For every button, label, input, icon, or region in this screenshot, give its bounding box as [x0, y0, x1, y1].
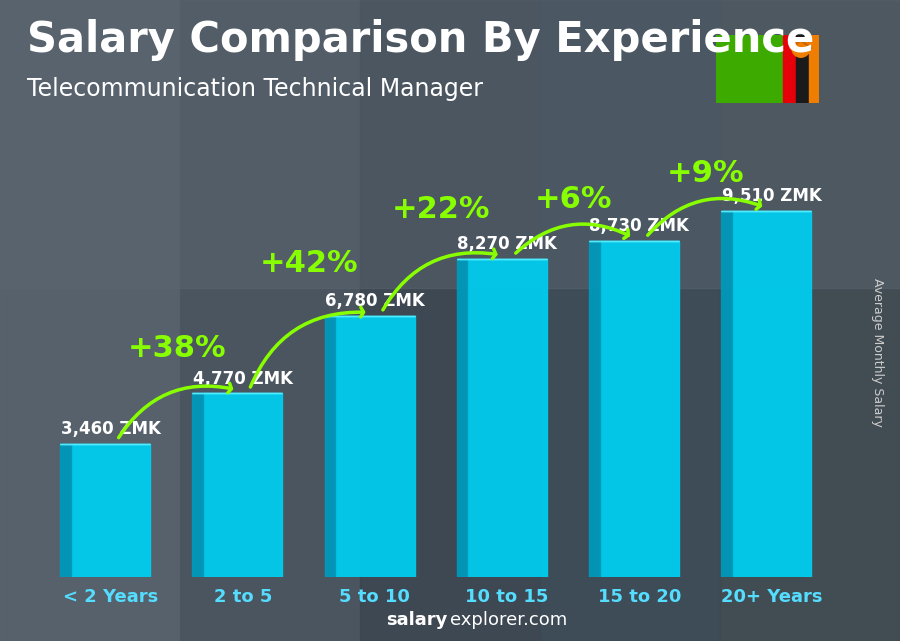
Text: explorer.com: explorer.com [450, 612, 567, 629]
Text: salary: salary [386, 612, 447, 629]
Text: +6%: +6% [535, 185, 612, 214]
Text: 9,510 ZMK: 9,510 ZMK [722, 187, 822, 205]
Bar [796, 35, 808, 103]
Bar [467, 259, 547, 577]
Bar [203, 394, 283, 577]
Text: 6,780 ZMK: 6,780 ZMK [325, 292, 425, 310]
Bar [732, 211, 811, 577]
Bar [808, 35, 819, 103]
Text: +9%: +9% [667, 159, 744, 188]
Bar [599, 241, 679, 577]
Bar [71, 444, 150, 577]
Circle shape [792, 39, 810, 57]
Text: 3,460 ZMK: 3,460 ZMK [60, 420, 160, 438]
Polygon shape [193, 394, 203, 577]
Bar [783, 35, 796, 103]
Bar [335, 316, 415, 577]
Polygon shape [721, 211, 732, 577]
Text: Salary Comparison By Experience: Salary Comparison By Experience [27, 19, 814, 62]
Text: Telecommunication Technical Manager: Telecommunication Technical Manager [27, 77, 483, 101]
Text: 8,730 ZMK: 8,730 ZMK [590, 217, 689, 235]
Polygon shape [457, 259, 467, 577]
Text: +42%: +42% [259, 249, 358, 278]
Text: +22%: +22% [392, 196, 491, 224]
Text: 4,770 ZMK: 4,770 ZMK [193, 370, 292, 388]
Text: 8,270 ZMK: 8,270 ZMK [457, 235, 557, 253]
Text: +38%: +38% [127, 334, 226, 363]
Text: Average Monthly Salary: Average Monthly Salary [871, 278, 884, 427]
Polygon shape [325, 316, 335, 577]
Polygon shape [589, 241, 599, 577]
Polygon shape [60, 444, 71, 577]
